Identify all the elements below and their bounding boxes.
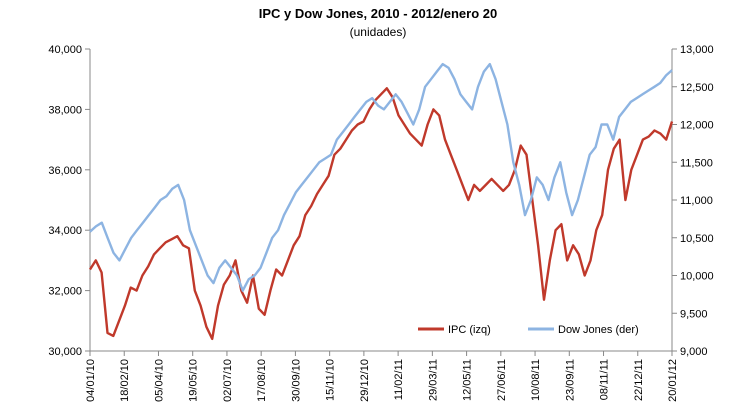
x-tick-label: 19/05/10	[188, 359, 200, 402]
y-right-tick-label: 11,000	[680, 195, 713, 207]
y-right-tick-label: 13,000	[680, 44, 714, 56]
x-tick-label: 29/12/10	[359, 359, 371, 402]
y-right-tick-label: 9,500	[680, 308, 708, 320]
legend-dowjones-label: Dow Jones (der)	[558, 324, 639, 336]
ipc-series-line	[88, 87, 674, 341]
y-left-tick-label: 36,000	[48, 165, 82, 177]
x-tick-label: 22/12/11	[633, 359, 645, 401]
x-tick-label: 30/09/10	[290, 359, 302, 402]
chart-subtitle: (unidades)	[350, 25, 407, 39]
x-tick-label: 12/05/11	[462, 359, 474, 401]
y-left-tick-label: 38,000	[48, 104, 82, 116]
x-tick-label: 17/08/10	[256, 359, 268, 402]
axes: 30,000 32,000 34,000 36,000 38,000 40,000 9,00…	[48, 44, 713, 402]
y-right-tick-label: 9,000	[680, 346, 708, 358]
x-tick-label: 20/01/12	[667, 359, 679, 402]
x-tick-label: 08/11/11	[599, 359, 611, 400]
chart-title: IPC y Dow Jones, 2010 - 2012/enero 20	[259, 6, 497, 21]
x-tick-label: 15/11/10	[325, 359, 337, 401]
y-left-tick-label: 40,000	[48, 44, 82, 56]
series-layer	[88, 62, 674, 341]
y-left-tick-label: 32,000	[48, 286, 82, 298]
x-tick-label: 11/02/11	[393, 359, 405, 400]
x-tick-label: 10/08/11	[530, 359, 542, 401]
x-tick-label: 23/09/11	[564, 359, 576, 401]
dowjones-series-line	[89, 62, 673, 292]
x-tick-label: 04/01/10	[85, 359, 97, 402]
x-tick-label: 27/06/11	[496, 359, 508, 401]
y-right-tick-label: 11,500	[680, 157, 713, 169]
legend-ipc-label: IPC (izq)	[448, 324, 491, 336]
y-left-tick-label: 34,000	[48, 225, 82, 237]
y-right-tick-label: 10,500	[680, 233, 714, 245]
y-left-tick-label: 30,000	[48, 346, 82, 358]
y-right-tick-label: 12,500	[680, 82, 714, 94]
legend: IPC (izq) Dow Jones (der)	[418, 324, 639, 336]
y-right-tick-label: 12,000	[680, 120, 714, 132]
x-tick-label: 05/04/10	[153, 359, 165, 402]
x-tick-label: 02/07/10	[222, 359, 234, 402]
y-right-tick-label: 10,000	[680, 271, 714, 283]
x-tick-label: 29/03/11	[427, 359, 439, 401]
x-tick-label: 18/02/10	[119, 359, 131, 402]
